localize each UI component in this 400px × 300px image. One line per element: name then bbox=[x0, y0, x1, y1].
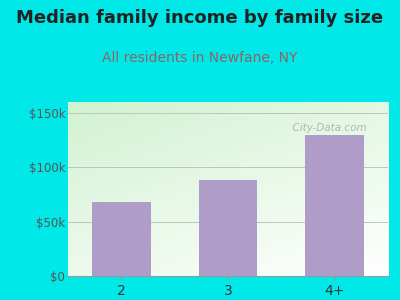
Bar bbox=[305, 135, 364, 276]
Text: Median family income by family size: Median family income by family size bbox=[16, 9, 384, 27]
Text: City-Data.com: City-Data.com bbox=[286, 123, 366, 133]
Text: All residents in Newfane, NY: All residents in Newfane, NY bbox=[102, 51, 298, 65]
Bar bbox=[199, 180, 257, 276]
Bar bbox=[92, 202, 151, 276]
